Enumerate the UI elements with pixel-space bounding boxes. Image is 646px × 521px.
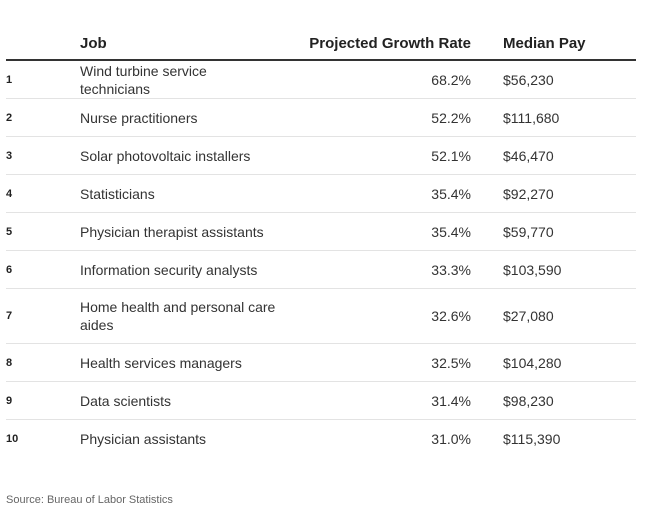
table-row: 3 Solar photovoltaic installers 52.1% $4… — [6, 137, 636, 175]
growth-cell: 31.0% — [431, 431, 471, 447]
rank-cell: 8 — [6, 356, 13, 369]
rank-cell: 6 — [6, 263, 13, 276]
table-row: 6 Information security analysts 33.3% $1… — [6, 251, 636, 289]
jobs-table: Job Projected Growth Rate Median Pay 1 W… — [6, 25, 636, 458]
table-row: 8 Health services managers 32.5% $104,28… — [6, 344, 636, 382]
job-cell: Solar photovoltaic installers — [80, 147, 251, 164]
pay-cell: $59,770 — [503, 223, 554, 240]
pay-cell: $115,390 — [503, 431, 561, 447]
job-cell: Health services managers — [80, 354, 242, 371]
growth-cell: 52.1% — [431, 147, 471, 164]
pay-cell: $104,280 — [503, 354, 562, 371]
table-row: 2 Nurse practitioners 52.2% $111,680 — [6, 99, 636, 137]
rank-cell: 2 — [6, 111, 13, 124]
source-note: Source: Bureau of Labor Statistics — [6, 494, 173, 506]
header-job: Job — [80, 35, 107, 52]
job-cell: Data scientists — [80, 392, 172, 409]
table-row: 5 Physician therapist assistants 35.4% $… — [6, 213, 636, 251]
pay-cell: $98,230 — [503, 392, 554, 409]
growth-cell: 32.5% — [431, 354, 471, 371]
table-row: 1 Wind turbine service technicians 68.2%… — [6, 61, 636, 99]
growth-cell: 35.4% — [431, 223, 471, 240]
growth-cell: 31.4% — [431, 392, 471, 409]
growth-cell: 52.2% — [431, 109, 471, 126]
table-header: Job Projected Growth Rate Median Pay — [6, 25, 636, 61]
job-cell: Home health and personal care aides — [80, 299, 276, 333]
growth-cell: 35.4% — [431, 185, 471, 202]
table-row: 7 Home health and personal care aides 32… — [6, 289, 636, 344]
growth-cell: 33.3% — [431, 261, 471, 278]
table-row: 4 Statisticians 35.4% $92,270 — [6, 175, 636, 213]
pay-cell: $27,080 — [503, 308, 554, 324]
rank-cell: 5 — [6, 225, 13, 238]
header-growth-rate: Projected Growth Rate — [309, 35, 471, 52]
rank-cell: 7 — [6, 310, 13, 322]
job-cell: Information security analysts — [80, 261, 258, 278]
rank-cell: 3 — [6, 149, 13, 162]
pay-cell: $103,590 — [503, 261, 562, 278]
pay-cell: $92,270 — [503, 185, 554, 202]
job-cell: Physician therapist assistants — [80, 223, 264, 240]
table-row: 10 Physician assistants 31.0% $115,390 — [6, 420, 636, 458]
job-cell: Wind turbine service technicians — [80, 62, 207, 97]
header-median-pay: Median Pay — [503, 35, 586, 52]
job-cell: Nurse practitioners — [80, 109, 198, 126]
job-cell: Statisticians — [80, 185, 155, 202]
rank-cell: 1 — [6, 73, 13, 86]
pay-cell: $56,230 — [503, 71, 554, 88]
rank-cell: 9 — [6, 394, 13, 407]
table-row: 9 Data scientists 31.4% $98,230 — [6, 382, 636, 420]
growth-cell: 32.6% — [431, 308, 471, 324]
job-cell: Physician assistants — [80, 431, 207, 447]
rank-cell: 10 — [6, 433, 19, 445]
rank-cell: 4 — [6, 187, 13, 200]
pay-cell: $111,680 — [503, 109, 560, 126]
growth-cell: 68.2% — [431, 71, 471, 88]
pay-cell: $46,470 — [503, 147, 554, 164]
